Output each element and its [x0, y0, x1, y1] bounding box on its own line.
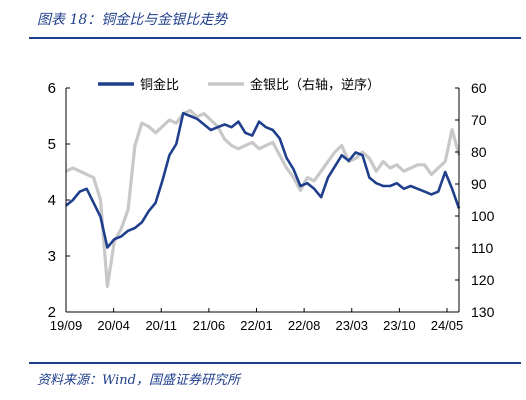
x-tick-label: 24/05: [431, 318, 464, 333]
series-line-gold-silver: [65, 108, 461, 288]
legend-label-gold-silver: 金银比（右轴，逆序）: [250, 77, 380, 93]
x-tick-label: 19/09: [50, 318, 83, 333]
left-tick-label: 2: [48, 304, 56, 321]
legend-label-copper-gold: 铜金比: [140, 77, 179, 93]
axes-layer: [65, 88, 460, 313]
right-tick-label: 60: [471, 80, 487, 96]
right-tick-label: 120: [471, 272, 495, 288]
x-tick-label: 20/04: [97, 318, 130, 333]
series-layer: [65, 108, 461, 288]
right-tick-label: 110: [471, 240, 494, 256]
source-note: 资料来源：Wind，国盛证券研究所: [37, 373, 240, 388]
x-tick-label: 22/08: [288, 318, 321, 333]
left-tick-label: 6: [48, 80, 56, 97]
series-line-copper-gold: [65, 111, 461, 249]
left-tick-label: 3: [48, 248, 56, 265]
x-tick-label: 22/01: [240, 318, 273, 333]
right-tick-label: 70: [471, 112, 487, 128]
left-tick-label: 5: [48, 136, 56, 153]
x-tick-label: 23/03: [335, 318, 368, 333]
source-rule: [29, 362, 521, 364]
title-rule: [29, 37, 521, 39]
right-tick-label: 100: [471, 208, 495, 224]
figure-title: 图表 18：铜金比与金银比走势: [37, 12, 228, 28]
legend-background: [90, 72, 400, 96]
x-tick-label: 23/10: [383, 318, 416, 333]
x-tick-label: 20/11: [145, 318, 177, 333]
right-tick-label: 80: [471, 144, 487, 160]
ticks-layer: 2 3 4 5 6 60 70 80 90 100 110 120 130 19/09 20/04 20/11…: [48, 80, 495, 333]
right-tick-label: 130: [471, 304, 495, 320]
x-tick-label: 21/06: [193, 318, 226, 333]
right-tick-label: 90: [471, 176, 487, 192]
left-tick-label: 4: [48, 192, 56, 209]
legend: 铜金比 金银比（右轴，逆序）: [90, 72, 400, 96]
